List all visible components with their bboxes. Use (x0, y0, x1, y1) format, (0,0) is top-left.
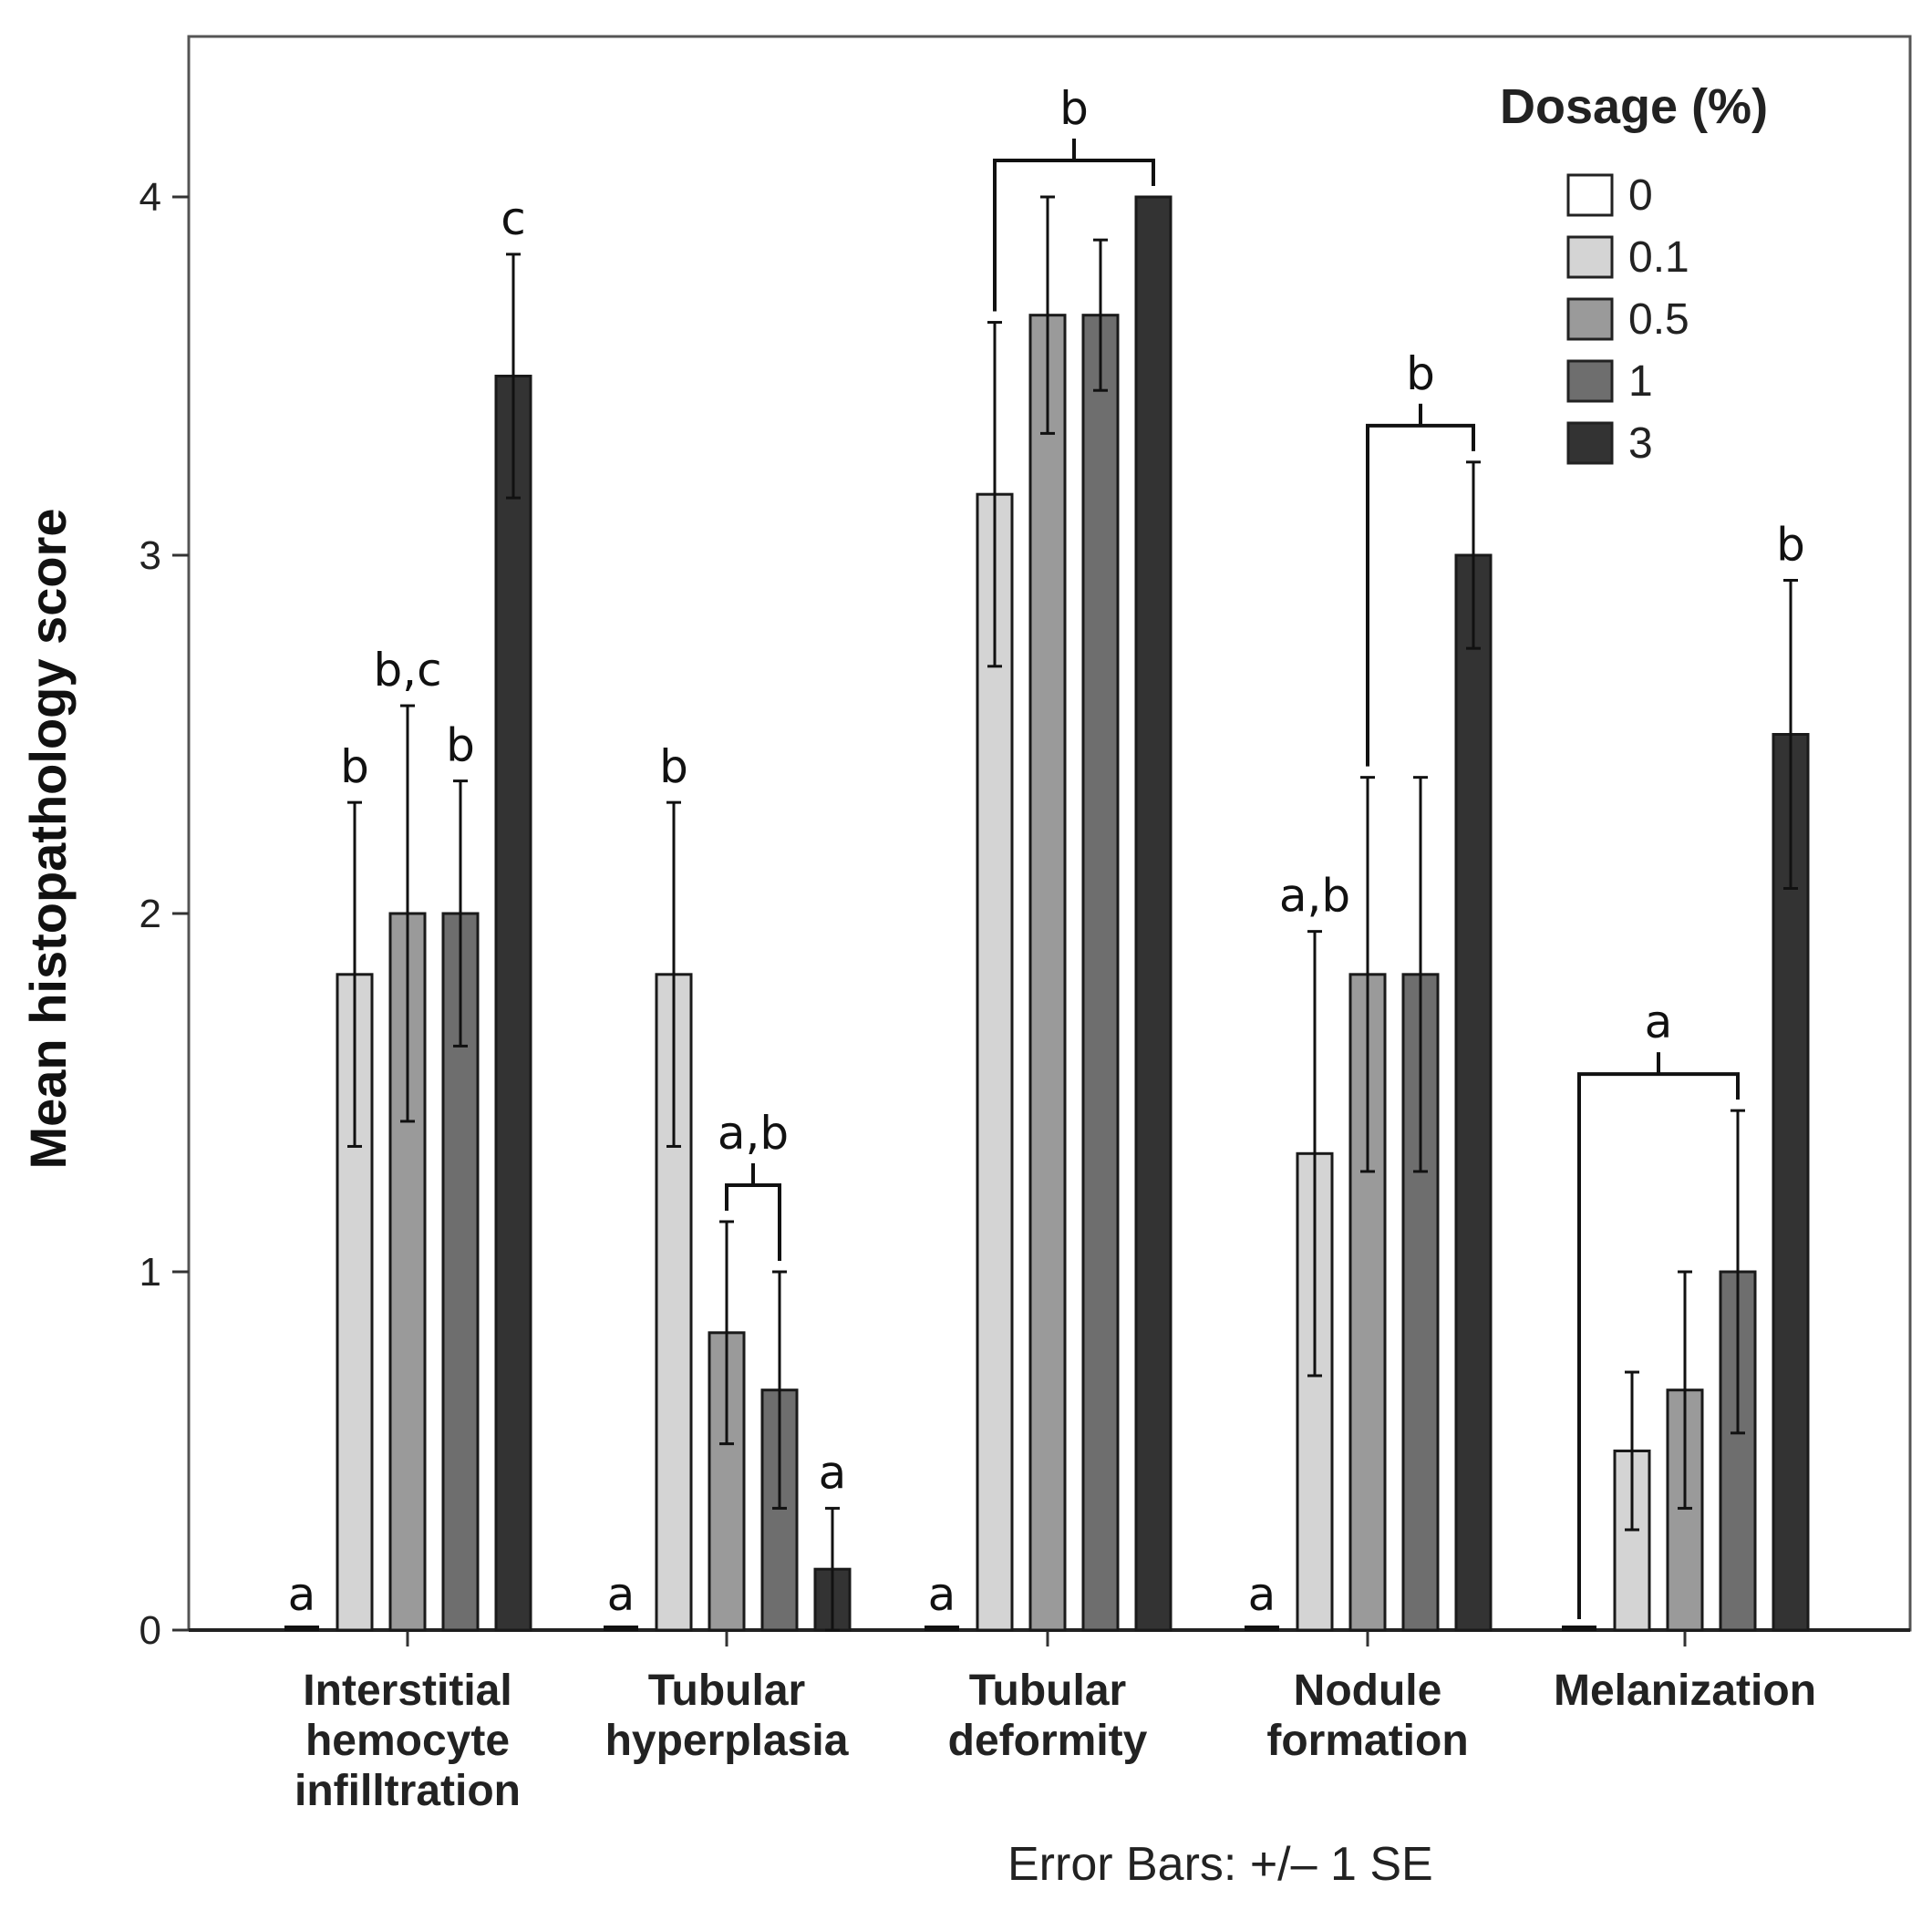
significance-letter: a,b (718, 1107, 789, 1160)
legend: Dosage (%) 0 0.1 0.5 1 3 (1500, 79, 1768, 468)
legend-swatch (1566, 297, 1614, 341)
legend-label: 3 (1628, 419, 1653, 468)
significance-bracket (725, 1182, 781, 1261)
legend-swatch (1566, 235, 1614, 279)
bar (1454, 553, 1493, 1632)
y-tick-label: 4 (139, 175, 161, 220)
x-category-label: Nodule (1294, 1667, 1442, 1715)
legend-swatch (1566, 421, 1614, 465)
x-category-label: formation (1266, 1717, 1468, 1765)
bar (494, 375, 532, 1632)
legend-label: 0 (1628, 171, 1653, 220)
significance-letter: b,c (373, 644, 441, 697)
significance-letter: b (1059, 82, 1089, 135)
significance-letter: b (659, 740, 688, 793)
bar (976, 492, 1014, 1632)
legend-swatch (1566, 359, 1614, 403)
x-category-label: Interstitial (303, 1667, 511, 1715)
y-tick-label: 1 (139, 1250, 161, 1295)
x-category-label: Melanization (1554, 1667, 1816, 1715)
significance-letter: c (501, 192, 526, 245)
significance-bracket (1577, 1072, 1740, 1619)
bars-layer (284, 195, 1810, 1632)
legend-swatch (1566, 173, 1614, 217)
significance-bracket (993, 159, 1155, 312)
x-category-label: Tubular (648, 1667, 805, 1715)
x-category-label: Tubular (969, 1667, 1126, 1715)
bar (1719, 1270, 1757, 1632)
bar (1028, 314, 1067, 1632)
error-bars-footnote: Error Bars: +/– 1 SE (1007, 1838, 1433, 1891)
significance-letter: b (1776, 519, 1805, 572)
y-tick-label: 2 (139, 892, 161, 936)
significance-letter: a (288, 1568, 316, 1621)
significance-letter: b (1406, 347, 1435, 400)
legend-label: 0.1 (1628, 233, 1689, 282)
significance-letter: a (928, 1568, 956, 1621)
significance-letter: a (1248, 1568, 1276, 1621)
x-category-label: hyperplasia (605, 1717, 849, 1765)
legend-title: Dosage (%) (1500, 79, 1768, 134)
y-tick-label: 3 (139, 533, 161, 578)
y-axis-title: Mean histopathology score (19, 509, 77, 1170)
y-tick-label: 0 (139, 1608, 161, 1653)
significance-letter: b (340, 740, 369, 793)
x-category-label: hemocyte (305, 1717, 510, 1765)
significance-letter: a (607, 1568, 635, 1621)
significance-letter: a (1645, 996, 1673, 1048)
legend-label: 0.5 (1628, 295, 1689, 344)
significance-letter: b (446, 719, 475, 772)
significance-letter: a (819, 1446, 847, 1499)
bar (1134, 195, 1173, 1632)
x-category-label: infilltration (294, 1767, 521, 1815)
x-category-label: deformity (948, 1717, 1148, 1765)
bar (1081, 314, 1120, 1632)
significance-letter: a,b (1279, 870, 1350, 923)
legend-label: 1 (1628, 357, 1653, 406)
